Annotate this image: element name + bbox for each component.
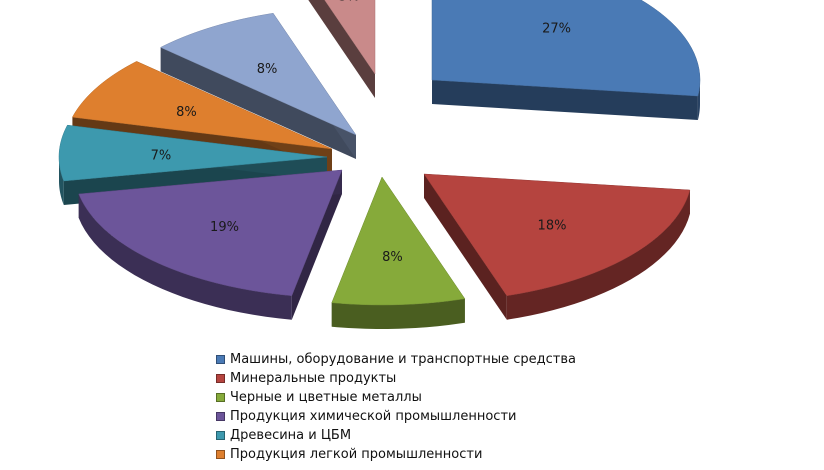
pie-slice-0: 27%: [431, 0, 701, 121]
pie-slice-3: 19%: [78, 169, 343, 320]
data-label: 8%: [382, 250, 403, 265]
legend-swatch: [216, 374, 225, 383]
pie-slice-7: 5%: [308, 0, 376, 98]
pie-slice-top: [72, 61, 333, 150]
legend-entry: Черные и цветные металлы: [216, 388, 616, 407]
legend: Машины, оборудование и транспортные сред…: [216, 350, 616, 464]
pie-slice-edge: [697, 80, 700, 121]
legend-label: Древесина и ЦБМ: [230, 428, 352, 443]
legend-swatch: [216, 431, 225, 440]
data-label: 27%: [542, 22, 571, 37]
legend-swatch: [216, 412, 225, 421]
legend-label: Продукция легкой промышленности: [230, 447, 483, 462]
pie-slice-top: [58, 124, 328, 182]
legend-entry: Продукция химической промышленности: [216, 407, 616, 426]
data-label: 8%: [176, 105, 197, 120]
pie-slice-top: [423, 173, 691, 297]
legend-label: Черные и цветные металлы: [230, 390, 422, 405]
pie-slice-top: [431, 0, 701, 97]
legend-swatch: [216, 393, 225, 402]
data-label: 8%: [257, 62, 278, 77]
pie-slice-side: [160, 47, 356, 159]
pie-slice-6: 8%: [160, 12, 357, 159]
pie-slice-top: [331, 176, 466, 306]
pie-slice-top: [160, 12, 357, 136]
legend-entry: Минеральные продукты: [216, 369, 616, 388]
data-label: 7%: [151, 149, 172, 164]
pie-slice-side: [432, 80, 698, 121]
legend-swatch: [216, 450, 225, 459]
pie-slice-edge: [506, 190, 690, 320]
pie-slice-2: 8%: [331, 176, 466, 329]
legend-label: Машины, оборудование и транспортные сред…: [230, 352, 576, 367]
legend-entry: Древесина и ЦБМ: [216, 426, 616, 445]
legend-entry: Продукция легкой промышленности: [216, 445, 616, 464]
pie-slice-edge: [331, 298, 465, 329]
legend-swatch: [216, 355, 225, 364]
pie-slice-top: [324, 0, 376, 75]
pie-slice-1: 18%: [423, 173, 691, 320]
pie-slice-top: [78, 169, 343, 296]
pie-slice-side: [291, 170, 342, 320]
data-label: 19%: [210, 220, 239, 235]
data-label: 18%: [538, 219, 567, 234]
pie-slice-edge: [59, 157, 64, 205]
data-label: 5%: [339, 0, 360, 5]
legend-label: Продукция химической промышленности: [230, 409, 517, 424]
legend-entry: Машины, оборудование и транспортные сред…: [216, 350, 616, 369]
legend-label: Минеральные продукты: [230, 371, 397, 386]
pie-slice-side: [424, 174, 507, 320]
